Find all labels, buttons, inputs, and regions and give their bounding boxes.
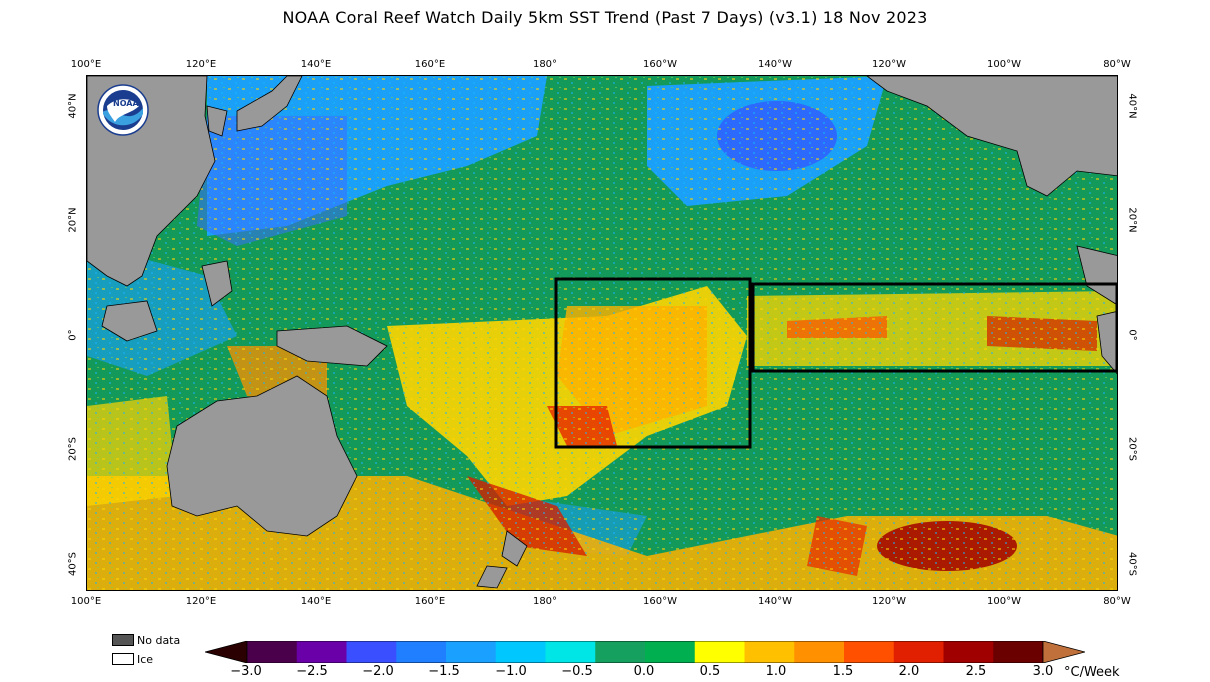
land-new-zealand-south [476,565,508,589]
ice-swatch [112,653,134,665]
colorbar-tick-label: 1.0 [765,664,787,679]
lon-tick-top: 100°W [987,59,1021,70]
colorbar-low-arrow [203,640,248,664]
colorbar-swatch [645,641,696,663]
colorbar-swatch [993,641,1044,663]
lon-tick-top: 80°W [1103,59,1131,70]
colorbar-swatch [446,641,497,663]
lon-tick-bottom: 120°E [185,596,217,607]
land-north-america [866,76,1117,197]
colorbar-tick-label: 3.0 [1032,664,1054,679]
colorbar-high-arrow [1042,640,1087,664]
colorbar-swatch [247,641,298,663]
land-australia [166,375,358,537]
colorbar-swatch [943,641,994,663]
colorbar-tick-label: −3.0 [230,664,262,679]
colorbar-swatch [694,641,745,663]
colorbar-swatch [296,641,347,663]
land-korea [206,105,228,137]
lon-tick-bottom: 140°E [300,596,332,607]
land-south-america [1096,311,1117,375]
lat-tick-left: 20°S [67,436,79,462]
colorbar-swatch [346,641,397,663]
colorbar-tick-label: 2.5 [965,664,987,679]
land-borneo [101,300,158,342]
map-title: NOAA Coral Reef Watch Daily 5km SST Tren… [282,8,928,27]
region-box-eastern-equatorial[interactable] [751,282,1117,373]
land-masses [87,76,1117,589]
colorbar-swatch [545,641,596,663]
lon-tick-top: 180° [532,59,558,70]
texture-overlay [87,76,1117,590]
colorbar-tick-label: 0.0 [633,664,655,679]
lon-tick-bottom: 160°E [414,596,446,607]
colorbar-unit: °C/Week [1064,665,1120,680]
colorbar-swatch [595,641,646,663]
colorbar-tick-label: 1.5 [832,664,854,679]
ice-label: Ice [137,653,154,666]
colorbar-swatch [893,641,944,663]
colorbar [203,640,1087,664]
lon-tick-top: 100°E [70,59,102,70]
colorbar-tick-label: 0.5 [699,664,721,679]
lon-tick-top: 160°W [643,59,677,70]
lat-tick-right: 40°S [1126,551,1138,577]
lon-tick-bottom: 160°W [643,596,677,607]
colorbar-swatch [396,641,447,663]
land-new-zealand-north [501,530,528,567]
colorbar-swatch [844,641,895,663]
lon-tick-bottom: 100°E [70,596,102,607]
colorbar-tick-label: −0.5 [561,664,593,679]
lon-tick-top: 160°E [414,59,446,70]
lat-tick-left: 0° [67,329,79,341]
land-central-america [1076,245,1117,306]
colorbar-tick-label: −1.5 [428,664,460,679]
colorbar-swatch [744,641,795,663]
lat-tick-right: 40°N [1126,93,1138,119]
no-data-label: No data [137,634,181,647]
lon-tick-bottom: 140°W [758,596,792,607]
noaa-logo-text: NOAA [113,99,139,108]
colorbar-tick-label: 2.0 [898,664,920,679]
lat-tick-right: 20°S [1126,436,1138,462]
colorbar-tick-label: −1.0 [495,664,527,679]
sst-trend-map[interactable] [86,75,1118,591]
lon-tick-top: 140°W [758,59,792,70]
land-philippines [201,260,233,307]
lon-tick-bottom: 120°W [872,596,906,607]
region-box-central-pacific[interactable] [554,277,752,449]
lat-tick-left: 40°S [67,551,79,577]
land-japan [236,76,303,132]
colorbar-tick-label: −2.5 [296,664,328,679]
lon-tick-bottom: 100°W [987,596,1021,607]
lat-tick-left: 40°N [67,93,79,119]
lon-tick-bottom: 80°W [1103,596,1131,607]
no-data-swatch [112,634,134,646]
colorbar-swatch [495,641,546,663]
lon-tick-top: 120°W [872,59,906,70]
lon-tick-top: 120°E [185,59,217,70]
noaa-logo [97,84,149,136]
land-new-guinea [276,325,388,367]
lon-tick-top: 140°E [300,59,332,70]
lat-tick-right: 20°N [1126,207,1138,233]
lat-tick-right: 0° [1126,329,1138,341]
lon-tick-bottom: 180° [532,596,558,607]
lat-tick-left: 20°N [67,207,79,233]
colorbar-tick-label: −2.0 [362,664,394,679]
colorbar-swatch [794,641,845,663]
